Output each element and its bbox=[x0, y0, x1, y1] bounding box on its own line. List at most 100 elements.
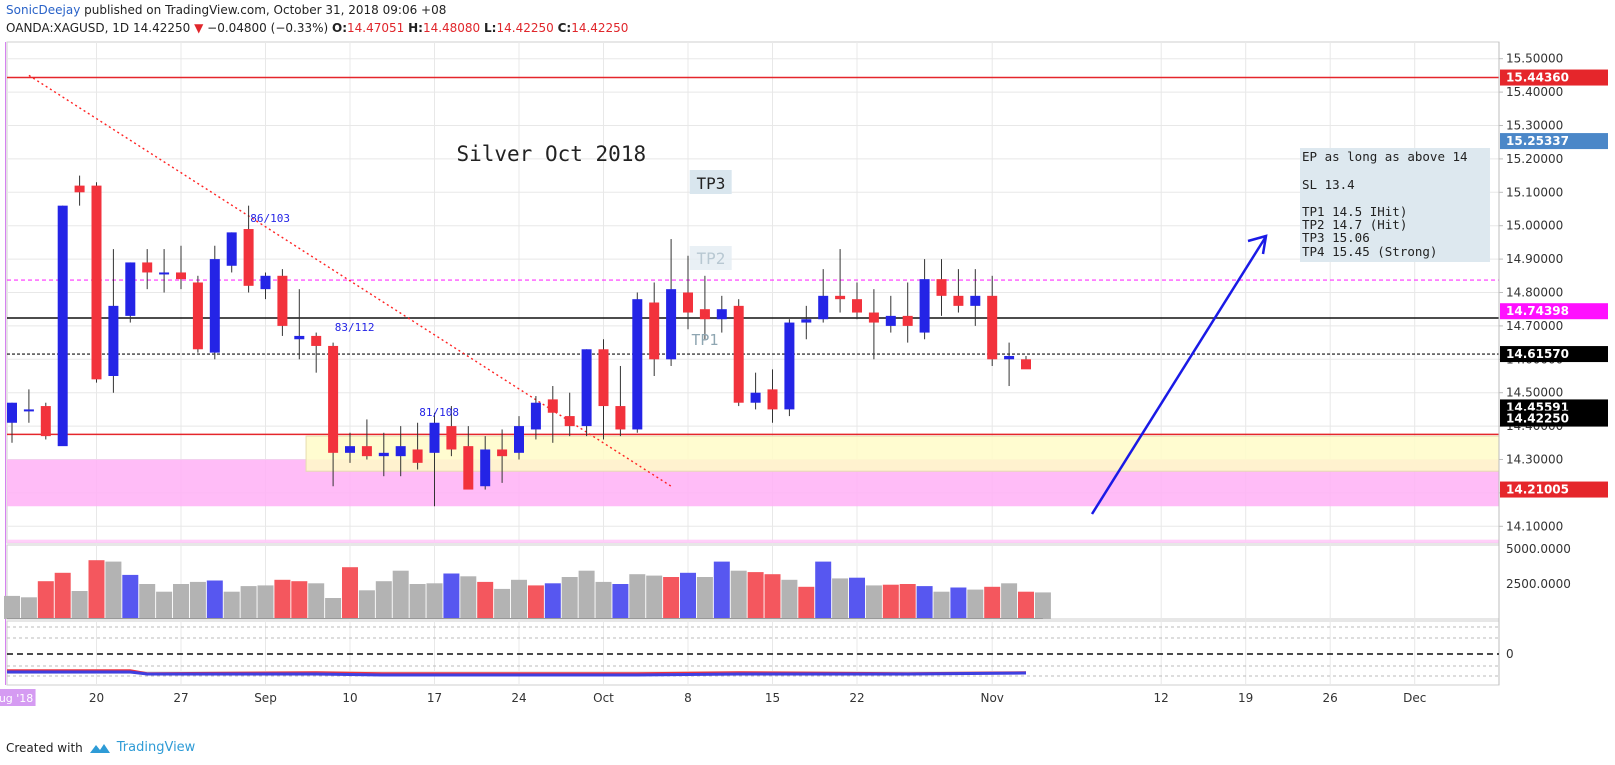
candle-up bbox=[378, 452, 389, 457]
volume-bar bbox=[71, 591, 88, 619]
trade-plan-line: SL 13.4 bbox=[1302, 177, 1355, 192]
price-label-badge bbox=[1500, 69, 1608, 86]
open-value: 14.47051 bbox=[347, 21, 405, 35]
volume-bar bbox=[933, 591, 950, 619]
swing-label: 83/112 bbox=[335, 321, 375, 334]
price-label-badge bbox=[1500, 346, 1608, 363]
volume-bar bbox=[561, 577, 578, 619]
candle-up bbox=[919, 279, 930, 333]
tradingview-link[interactable]: TradingView bbox=[116, 740, 196, 755]
candle-down bbox=[683, 292, 693, 313]
volume-bar bbox=[578, 570, 595, 619]
candle-up bbox=[666, 289, 677, 360]
low-label: L: bbox=[484, 21, 497, 35]
price-label-badge bbox=[1500, 481, 1608, 498]
candle-up bbox=[750, 392, 761, 403]
swing-label: 81/108 bbox=[419, 406, 459, 419]
tp2-box bbox=[689, 246, 732, 270]
price-tick-label: 15.30000 bbox=[1506, 119, 1563, 133]
tp3-box bbox=[689, 170, 732, 194]
volume-bar bbox=[240, 586, 257, 619]
lower-zone bbox=[7, 539, 1499, 543]
last-price: 14.42250 bbox=[132, 21, 191, 35]
author-link[interactable]: SonicDeejay bbox=[6, 3, 81, 17]
price-label-text: 15.44360 bbox=[1506, 71, 1569, 85]
time-tick-label: 10 bbox=[342, 691, 357, 705]
volume-bar bbox=[189, 581, 206, 619]
volume-bar bbox=[1018, 591, 1034, 619]
volume-bar bbox=[1001, 583, 1018, 619]
trade-plan-box bbox=[1300, 148, 1490, 262]
footer: Created with TradingView bbox=[6, 740, 195, 755]
symbol-name: OANDA:XAGUSD, 1D bbox=[6, 21, 130, 35]
candle-up bbox=[514, 426, 524, 453]
downtrend-line bbox=[28, 74, 672, 487]
volume-bar bbox=[730, 570, 747, 619]
candle-down bbox=[40, 406, 51, 437]
trade-plan-line: TP3 15.06 bbox=[1302, 230, 1370, 245]
volume-bar bbox=[139, 584, 156, 619]
price-tick-label: 15.10000 bbox=[1506, 185, 1563, 199]
price-tick-label: 14.70000 bbox=[1506, 319, 1563, 333]
candle-up bbox=[125, 262, 136, 316]
publish-header: SonicDeejay published on TradingView.com… bbox=[6, 3, 446, 17]
open-label: O: bbox=[332, 21, 347, 35]
candle-up bbox=[530, 402, 541, 430]
trade-plan-line: TP2 14.7 (Hit) bbox=[1302, 217, 1407, 232]
volume-bar bbox=[629, 574, 646, 619]
close-label: C: bbox=[557, 21, 572, 35]
time-tick-label: 19 bbox=[1238, 691, 1253, 705]
candle-down bbox=[91, 185, 102, 380]
candle-up bbox=[395, 446, 406, 457]
volume-bar bbox=[375, 581, 392, 619]
volume-bar bbox=[882, 584, 899, 619]
candle-up bbox=[801, 319, 812, 323]
osc-tick-label: 0 bbox=[1506, 647, 1514, 661]
candle-down bbox=[1021, 359, 1031, 370]
price-tick-label: 15.20000 bbox=[1506, 152, 1563, 166]
volume-bar bbox=[916, 586, 933, 619]
candle-down bbox=[547, 399, 558, 413]
price-tick-label: 15.00000 bbox=[1506, 219, 1563, 233]
swing-label: 86/103 bbox=[250, 212, 290, 225]
price-label-text: 15.25337 bbox=[1506, 134, 1569, 148]
symbol-header: OANDA:XAGUSD, 1D 14.42250 ▼ −0.04800 (−0… bbox=[6, 21, 628, 35]
volume-bar bbox=[747, 572, 764, 619]
price-label-text: 14.21005 bbox=[1506, 483, 1569, 497]
price-tick-label: 15.40000 bbox=[1506, 85, 1563, 99]
candle-up bbox=[23, 409, 34, 412]
tp2-label: TP2 bbox=[696, 249, 725, 268]
volume-bar bbox=[426, 583, 443, 619]
candle-down bbox=[328, 345, 339, 453]
time-tick-label: 8 bbox=[684, 691, 692, 705]
time-tick-label: 15 bbox=[765, 691, 780, 705]
volume-bar bbox=[612, 584, 629, 619]
candle-up bbox=[294, 335, 305, 340]
price-label-text: 14.61570 bbox=[1506, 347, 1569, 361]
time-tick-label: Oct bbox=[593, 691, 614, 705]
candle-down bbox=[277, 275, 288, 326]
volume-bar bbox=[646, 575, 663, 619]
volume-bar bbox=[781, 579, 798, 619]
volume-bar bbox=[680, 572, 696, 619]
chart-title: Silver Oct 2018 bbox=[456, 142, 646, 166]
volume-bar bbox=[325, 598, 342, 619]
price-label-text: 14.42250 bbox=[1506, 412, 1569, 426]
date-cursor-label: 13 Aug '18 bbox=[0, 692, 33, 705]
volume-bar bbox=[511, 579, 527, 619]
candle-down bbox=[412, 449, 423, 463]
volume-bar bbox=[54, 572, 71, 619]
candle-down bbox=[767, 389, 778, 410]
price-tick-label: 14.90000 bbox=[1506, 252, 1563, 266]
volume-bar bbox=[460, 576, 477, 619]
volume-bar bbox=[173, 584, 189, 619]
candle-up bbox=[970, 295, 981, 306]
tp1-label: TP1 bbox=[691, 331, 718, 349]
volume-bar bbox=[156, 591, 173, 619]
candle-down bbox=[615, 406, 626, 430]
price-tick-label: 15.50000 bbox=[1506, 52, 1563, 66]
candle-up bbox=[345, 446, 355, 453]
time-tick-label: Sep bbox=[254, 691, 277, 705]
time-tick-label: Nov bbox=[980, 691, 1003, 705]
